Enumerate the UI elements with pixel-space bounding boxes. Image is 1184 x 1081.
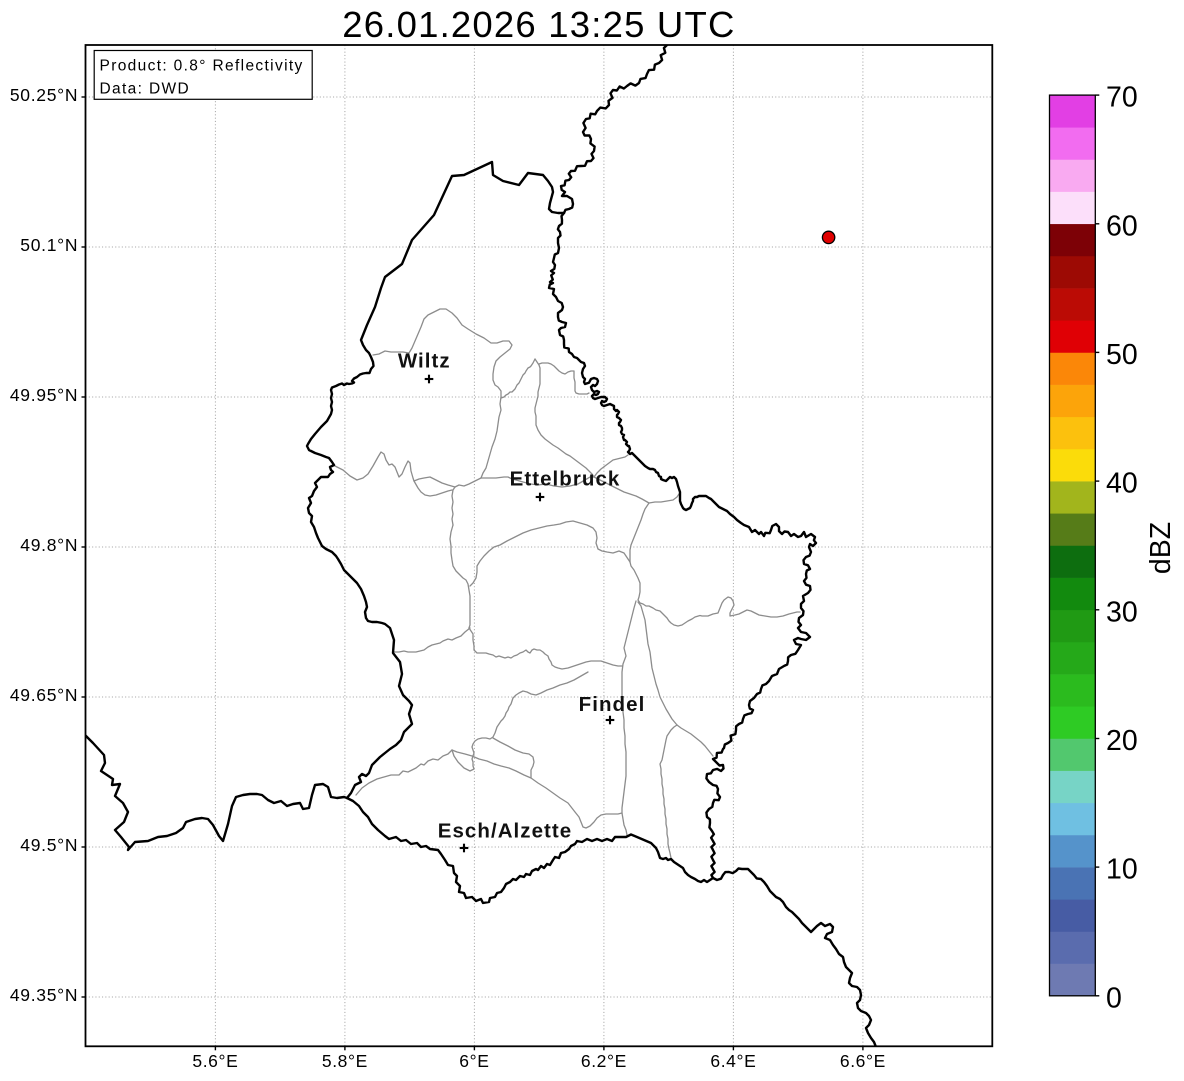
svg-text:50.25°N: 50.25°N — [10, 85, 78, 105]
svg-text:49.95°N: 49.95°N — [10, 385, 78, 405]
svg-text:6.4°E: 6.4°E — [710, 1051, 756, 1071]
svg-text:70: 70 — [1106, 82, 1138, 114]
svg-text:Wiltz: Wiltz — [398, 350, 451, 373]
svg-text:49.5°N: 49.5°N — [20, 835, 78, 855]
svg-text:50.1°N: 50.1°N — [20, 235, 78, 255]
svg-text:6.6°E: 6.6°E — [840, 1051, 886, 1071]
svg-text:6°E: 6°E — [459, 1051, 489, 1071]
svg-text:Product: 0.8° Reflectivity: Product: 0.8° Reflectivity — [100, 58, 304, 75]
svg-text:0: 0 — [1106, 982, 1122, 1014]
svg-text:30: 30 — [1106, 596, 1138, 628]
svg-text:20: 20 — [1106, 725, 1138, 757]
svg-text:60: 60 — [1106, 210, 1138, 242]
svg-text:5.8°E: 5.8°E — [322, 1051, 368, 1071]
svg-text:40: 40 — [1106, 468, 1138, 500]
svg-text:Data: DWD: Data: DWD — [100, 81, 191, 98]
svg-text:dBZ: dBZ — [1145, 522, 1177, 574]
svg-text:Findel: Findel — [579, 693, 646, 716]
svg-text:50: 50 — [1106, 339, 1138, 371]
svg-text:26.01.2026 13:25 UTC: 26.01.2026 13:25 UTC — [342, 4, 735, 45]
svg-text:6.2°E: 6.2°E — [581, 1051, 627, 1071]
svg-text:Ettelbruck: Ettelbruck — [510, 468, 621, 491]
svg-text:49.35°N: 49.35°N — [10, 985, 78, 1005]
svg-text:10: 10 — [1106, 854, 1138, 886]
svg-text:Esch/Alzette: Esch/Alzette — [438, 820, 573, 843]
svg-text:5.6°E: 5.6°E — [192, 1051, 238, 1071]
svg-text:49.65°N: 49.65°N — [10, 685, 78, 705]
svg-text:49.8°N: 49.8°N — [20, 535, 78, 555]
